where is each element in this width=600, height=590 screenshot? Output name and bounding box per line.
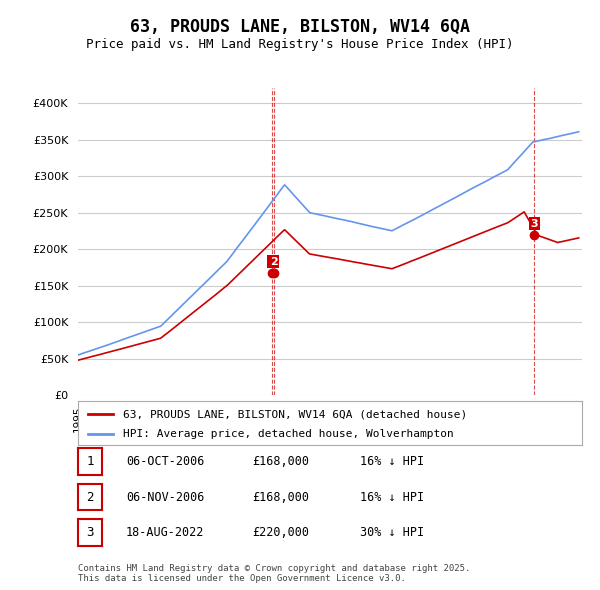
Text: 16% ↓ HPI: 16% ↓ HPI [360, 491, 424, 504]
Text: 06-OCT-2006: 06-OCT-2006 [126, 455, 205, 468]
Text: 3: 3 [86, 526, 94, 539]
Text: 30% ↓ HPI: 30% ↓ HPI [360, 526, 424, 539]
Text: 3: 3 [530, 219, 538, 229]
Text: 2: 2 [270, 257, 278, 267]
Text: Price paid vs. HM Land Registry's House Price Index (HPI): Price paid vs. HM Land Registry's House … [86, 38, 514, 51]
Text: 2: 2 [86, 490, 94, 504]
Text: £220,000: £220,000 [252, 526, 309, 539]
Text: 16% ↓ HPI: 16% ↓ HPI [360, 455, 424, 468]
Text: Contains HM Land Registry data © Crown copyright and database right 2025.
This d: Contains HM Land Registry data © Crown c… [78, 563, 470, 583]
Text: 1: 1 [86, 455, 94, 468]
Text: 06-NOV-2006: 06-NOV-2006 [126, 491, 205, 504]
Text: 18-AUG-2022: 18-AUG-2022 [126, 526, 205, 539]
Text: 1: 1 [269, 257, 277, 267]
Text: £168,000: £168,000 [252, 491, 309, 504]
Text: 63, PROUDS LANE, BILSTON, WV14 6QA: 63, PROUDS LANE, BILSTON, WV14 6QA [130, 18, 470, 36]
Text: HPI: Average price, detached house, Wolverhampton: HPI: Average price, detached house, Wolv… [124, 430, 454, 440]
Text: £168,000: £168,000 [252, 455, 309, 468]
Text: 63, PROUDS LANE, BILSTON, WV14 6QA (detached house): 63, PROUDS LANE, BILSTON, WV14 6QA (deta… [124, 409, 467, 419]
